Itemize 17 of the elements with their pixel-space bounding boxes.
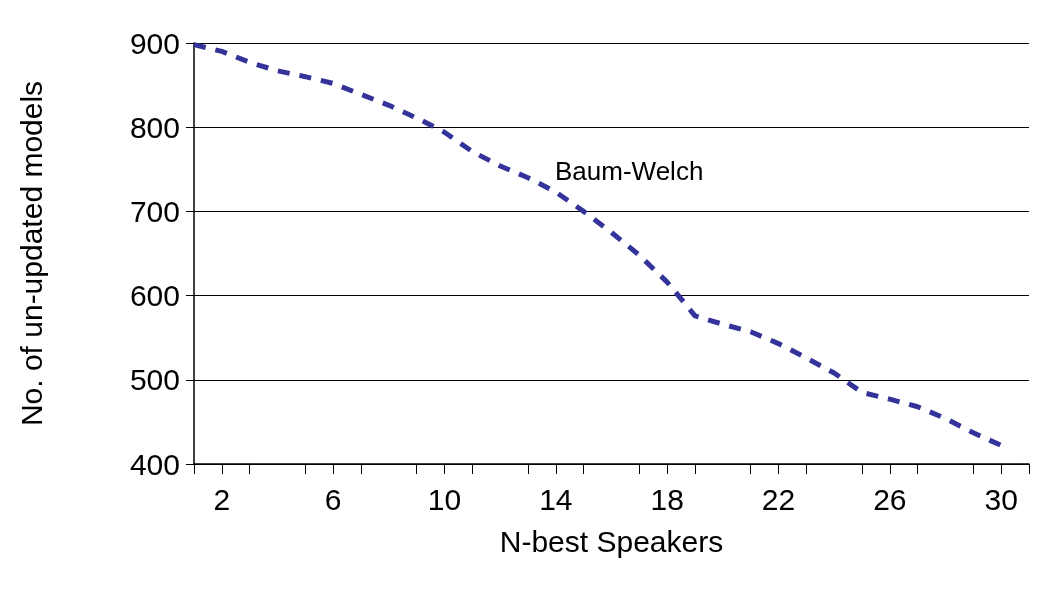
- x-tick-label: 18: [650, 482, 684, 516]
- x-tick-label: 6: [324, 482, 342, 516]
- x-tick-label: 10: [427, 482, 462, 516]
- y-tick-label: 700: [129, 194, 180, 228]
- x-tick-label: 14: [539, 482, 573, 516]
- annotation: Baum-Welch: [555, 156, 704, 186]
- x-tick-label: 30: [984, 482, 1018, 516]
- y-tick-label: 800: [129, 110, 180, 144]
- y-tick-label: 500: [129, 363, 180, 397]
- x-tick-label: 2: [213, 482, 231, 516]
- x-tick-label: 26: [873, 482, 907, 516]
- y-tick-label: 400: [129, 447, 180, 481]
- x-axis-title: N-best Speakers: [499, 524, 724, 558]
- y-tick-label: 600: [129, 279, 180, 313]
- y-tick-label: 900: [129, 26, 180, 60]
- x-tick-label: 22: [761, 482, 796, 516]
- y-axis-title: No. of un-updated models: [14, 80, 48, 427]
